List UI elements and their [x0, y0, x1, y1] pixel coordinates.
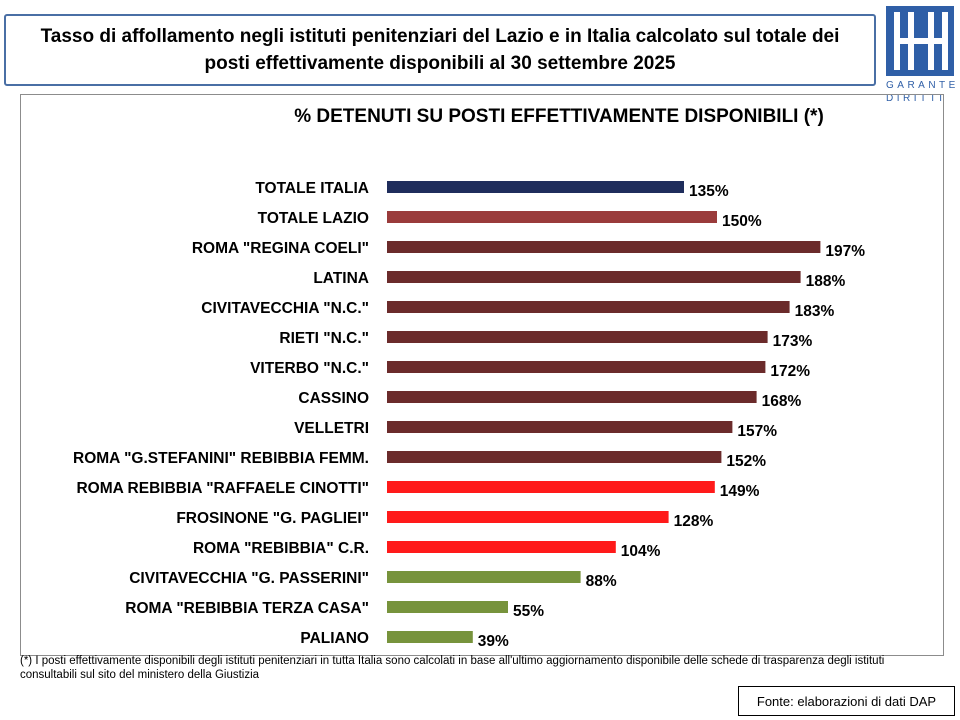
bar-value-label: 172%	[770, 363, 810, 380]
bar	[387, 451, 722, 463]
bar-value-label: 135%	[689, 183, 729, 200]
bar	[387, 211, 717, 223]
bar	[387, 241, 821, 253]
bar	[387, 571, 581, 583]
bar-chart: % DETENUTI SU POSTI EFFETTIVAMENTE DISPO…	[73, 106, 865, 650]
category-label: FROSINONE "G. PAGLIEI"	[176, 510, 369, 527]
source-box: Fonte: elaborazioni di dati DAP	[738, 686, 955, 716]
bar-value-label: 39%	[478, 633, 509, 650]
logo-text-1: GARANTE	[886, 80, 959, 91]
bar	[387, 421, 733, 433]
category-label: CASSINO	[298, 390, 369, 407]
category-label: ROMA "REBIBBIA TERZA CASA"	[125, 600, 369, 617]
category-label: VITERBO "N.C."	[250, 360, 369, 377]
page-title: Tasso di affollamento negli istituti pen…	[40, 26, 840, 74]
bar-value-label: 173%	[773, 333, 813, 350]
category-label: ROMA "REBIBBIA" C.R.	[193, 540, 369, 557]
category-label: VELLETRI	[294, 420, 369, 437]
bar	[387, 271, 801, 283]
chart-frame: % DETENUTI SU POSTI EFFETTIVAMENTE DISPO…	[20, 94, 944, 656]
bar-value-label: 183%	[795, 303, 835, 320]
bar	[387, 511, 669, 523]
bar-value-label: 150%	[722, 213, 762, 230]
bar	[387, 361, 766, 373]
bar-value-label: 55%	[513, 603, 544, 620]
bar-value-label: 128%	[674, 513, 714, 530]
bar	[387, 391, 757, 403]
bar	[387, 301, 790, 313]
category-label: RIETI "N.C."	[279, 330, 369, 347]
bar-value-label: 197%	[825, 243, 865, 260]
source-text: Fonte: elaborazioni di dati DAP	[756, 693, 937, 709]
bar	[387, 631, 473, 643]
bar-value-label: 88%	[586, 573, 617, 590]
category-label: ROMA "REGINA COELI"	[192, 240, 369, 257]
bar-value-label: 168%	[762, 393, 802, 410]
bar	[387, 541, 616, 553]
chart-title: % DETENUTI SU POSTI EFFETTIVAMENTE DISPO…	[294, 106, 824, 127]
bar-value-label: 104%	[621, 543, 661, 560]
page-title-box: Tasso di affollamento negli istituti pen…	[4, 14, 876, 86]
footnote: (*) I posti effettivamente disponibili d…	[20, 655, 885, 681]
bar-value-label: 149%	[720, 483, 760, 500]
bar	[387, 331, 768, 343]
category-label: CIVITAVECCHIA "N.C."	[201, 300, 369, 317]
category-label: TOTALE LAZIO	[258, 210, 369, 227]
bar	[387, 181, 684, 193]
category-label: ROMA "G.STEFANINI" REBIBBIA FEMM.	[73, 450, 369, 467]
bar-value-label: 188%	[806, 273, 846, 290]
bar	[387, 601, 508, 613]
category-label: LATINA	[313, 270, 369, 287]
bar-value-label: 157%	[737, 423, 777, 440]
bar-value-label: 152%	[726, 453, 766, 470]
category-label: CIVITAVECCHIA "G. PASSERINI"	[129, 570, 369, 587]
category-label: PALIANO	[300, 630, 369, 647]
logo-text-2: DIRITTI	[886, 93, 946, 104]
garante-logo: GARANTE DIRITTI	[886, 6, 959, 104]
category-label: TOTALE ITALIA	[255, 180, 369, 197]
bar	[387, 481, 715, 493]
category-label: ROMA REBIBBIA "RAFFAELE CINOTTI"	[76, 480, 369, 497]
